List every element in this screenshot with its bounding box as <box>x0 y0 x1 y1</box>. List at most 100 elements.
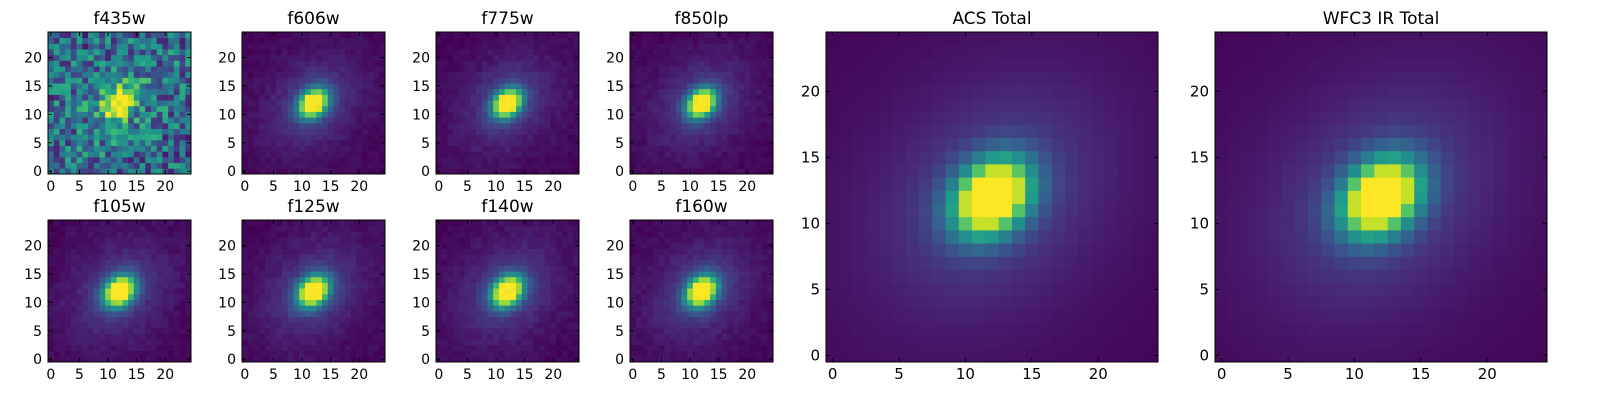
heatmap-cell <box>470 117 477 124</box>
heatmap-cell <box>276 254 283 261</box>
heatmap-cell <box>373 259 380 266</box>
heatmap-cell <box>664 151 671 158</box>
heatmap-cell <box>664 299 671 306</box>
heatmap-cell <box>516 54 523 61</box>
heatmap-cell <box>304 310 312 317</box>
heatmap-cell <box>259 71 266 78</box>
heatmap-cell <box>299 259 306 266</box>
heatmap-cell <box>635 151 642 158</box>
heatmap-cell <box>561 305 568 312</box>
heatmap-cell <box>65 60 72 67</box>
heatmap-cell <box>122 350 129 357</box>
heatmap-cell <box>304 225 312 232</box>
heatmap-cell <box>65 32 72 39</box>
heatmap-cell <box>128 299 135 306</box>
heatmap-cell <box>510 66 517 73</box>
heatmap-cell <box>755 145 762 152</box>
heatmap-cell <box>264 350 271 357</box>
heatmap-cell <box>139 49 146 56</box>
heatmap-cell <box>561 242 568 249</box>
heatmap-cell <box>647 94 654 101</box>
heatmap-cell <box>282 151 289 158</box>
heatmap-cell <box>110 356 118 363</box>
heatmap-cell <box>527 242 534 249</box>
heatmap-cell <box>561 66 568 73</box>
heatmap-cell <box>76 327 83 334</box>
heatmap-cell <box>527 344 534 352</box>
heatmap-cell <box>493 37 500 44</box>
heatmap-cell <box>173 88 180 95</box>
heatmap-cell <box>458 77 465 84</box>
heatmap-cell <box>344 122 352 129</box>
heatmap-cell <box>162 344 169 352</box>
heatmap-cell <box>133 60 140 67</box>
heatmap-cell <box>498 305 506 312</box>
heatmap-cell <box>761 66 768 73</box>
heatmap-cell <box>367 237 374 244</box>
heatmap-cell <box>692 339 700 346</box>
heatmap-cell <box>344 322 352 329</box>
heatmap-cell <box>339 54 346 61</box>
heatmap-cell <box>715 156 722 164</box>
heatmap-cell <box>270 60 277 67</box>
heatmap-cell <box>470 310 477 317</box>
heatmap-cell <box>253 60 260 67</box>
heatmap-cell <box>88 220 95 227</box>
heatmap-cell <box>356 305 363 312</box>
heatmap-cell <box>362 162 369 169</box>
heatmap-cell <box>162 71 169 78</box>
heatmap-cell <box>755 299 762 306</box>
heatmap-cell <box>458 237 465 244</box>
heatmap-cell <box>379 37 386 44</box>
heatmap-cell <box>504 350 511 357</box>
x-tick-label: 0 <box>240 367 249 383</box>
heatmap-cell <box>647 128 654 135</box>
heatmap-cell <box>498 237 506 244</box>
heatmap-cell <box>316 293 323 300</box>
heatmap-cell <box>652 139 659 146</box>
heatmap-cell <box>116 32 123 39</box>
heatmap-cell <box>527 339 534 346</box>
heatmap-cell <box>687 134 694 141</box>
heatmap-cell <box>344 168 352 175</box>
heatmap-cell <box>470 333 477 340</box>
heatmap-cell <box>510 242 517 249</box>
heatmap-cell <box>145 282 152 289</box>
heatmap-cell <box>561 83 568 90</box>
heatmap-cell <box>173 225 180 232</box>
heatmap-cell <box>367 60 374 67</box>
heatmap-cell <box>156 168 163 175</box>
heatmap-cell <box>476 276 483 283</box>
heatmap-cell <box>527 259 534 266</box>
heatmap-cell <box>247 151 254 158</box>
heatmap-cell <box>253 299 260 306</box>
heatmap-cell <box>504 327 511 334</box>
heatmap-cell <box>533 220 540 227</box>
heatmap-cell <box>322 248 329 255</box>
heatmap-cell <box>681 88 688 95</box>
heatmap-cell <box>173 122 180 129</box>
heatmap-cell <box>464 66 471 73</box>
heatmap-cell <box>150 299 158 306</box>
heatmap-cell <box>122 168 129 175</box>
heatmap-cell <box>247 248 254 255</box>
heatmap-cell <box>76 128 83 135</box>
heatmap-cell <box>544 333 551 340</box>
heatmap-cell <box>681 77 688 84</box>
heatmap-cell <box>744 310 751 317</box>
heatmap-cell <box>630 156 637 164</box>
heatmap-cell <box>493 339 500 346</box>
heatmap-cell <box>339 231 346 238</box>
heatmap-cell <box>493 327 500 334</box>
heatmap-cell <box>556 271 563 278</box>
heatmap-cell <box>322 293 329 300</box>
heatmap-cell <box>128 259 135 266</box>
heatmap-cell <box>567 282 574 289</box>
heatmap-cell <box>344 356 352 363</box>
heatmap-cell <box>139 145 146 152</box>
heatmap-cell <box>276 100 283 107</box>
heatmap-cell <box>145 60 152 67</box>
heatmap-cell <box>687 350 694 357</box>
heatmap-cell <box>732 66 740 73</box>
heatmap-cell <box>470 134 477 141</box>
